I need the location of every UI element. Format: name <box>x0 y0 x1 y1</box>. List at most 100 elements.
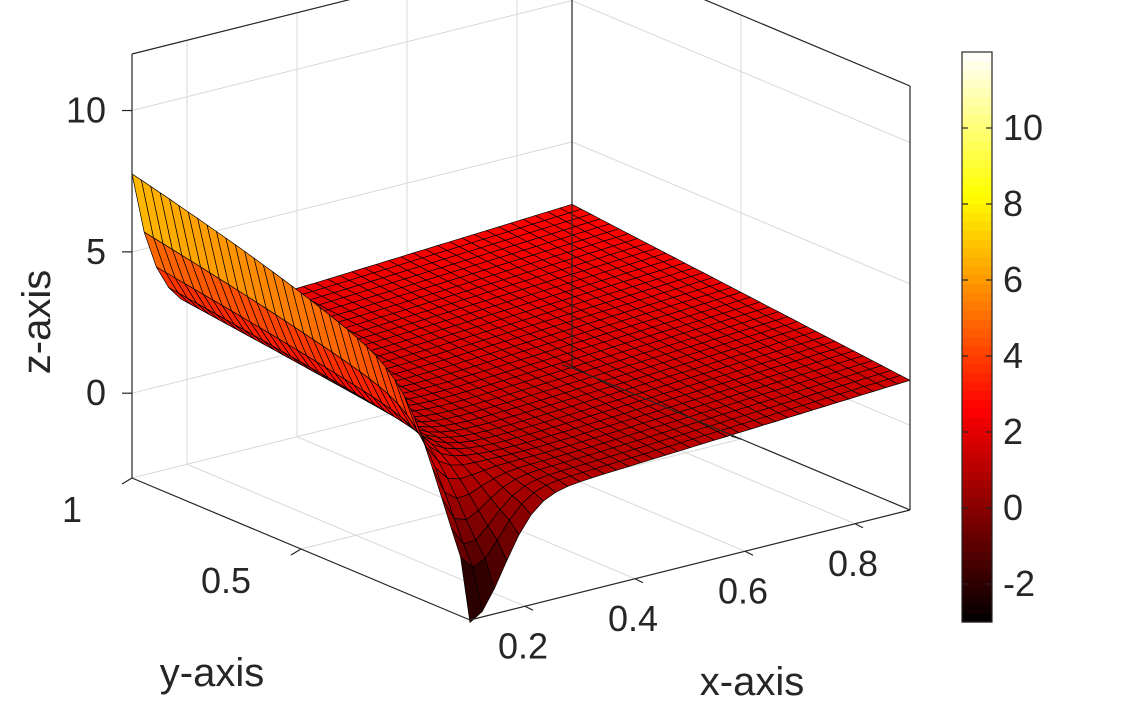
axis-line <box>131 0 351 55</box>
colorbar-segment <box>962 524 992 534</box>
colorbar-segment <box>962 301 992 311</box>
colorbar-segment <box>962 132 992 142</box>
colorbar-segment <box>962 319 992 329</box>
colorbar-segment <box>962 363 992 374</box>
colorbar-segment <box>962 426 992 436</box>
colorbar-segment <box>962 577 992 587</box>
colorbar-segment <box>962 123 992 133</box>
colorbar-segment <box>962 230 992 240</box>
surface-patch <box>460 556 483 623</box>
colorbar-frame <box>961 51 993 623</box>
surface-mesh <box>131 173 911 623</box>
colorbar-segment <box>962 105 992 115</box>
colorbar-segment <box>962 497 992 507</box>
colorbar-segment <box>962 149 992 160</box>
y-axis-label: y-axis <box>160 651 264 695</box>
colorbar-segment <box>962 310 992 320</box>
colorbar-segment <box>962 408 992 418</box>
colorbar-segment <box>962 69 992 80</box>
z-tick-label: 0 <box>86 372 106 413</box>
colorbar-segment <box>962 212 992 222</box>
colorbar-segment <box>962 434 992 445</box>
colorbar-segment <box>962 203 992 213</box>
colorbar-segment <box>962 52 992 62</box>
tick-mark <box>290 548 302 556</box>
colorbar-segment <box>962 381 992 392</box>
colorbar-segment <box>962 461 992 472</box>
x-tick-label: 0.6 <box>718 570 768 611</box>
colorbar-segment <box>962 167 992 178</box>
colorbar-tick-label: 8 <box>1003 183 1023 224</box>
colorbar-segment <box>962 488 992 498</box>
y-tick-label: 1 <box>62 489 82 530</box>
colorbar-segment <box>962 372 992 383</box>
colorbar-segment <box>962 283 992 294</box>
colorbar-segment <box>962 390 992 400</box>
tick-mark <box>524 605 534 611</box>
colorbar-tick-label: 10 <box>1003 107 1043 148</box>
colorbar-segment <box>962 256 992 267</box>
colorbar-segment <box>962 550 992 561</box>
z-axis-label: z-axis <box>15 270 59 374</box>
colorbar: -2 0 2 4 6 8 10 <box>961 51 1043 623</box>
colorbar-segment <box>962 595 992 605</box>
colorbar-segment <box>962 568 992 579</box>
colorbar-segment <box>962 114 992 124</box>
tick-mark <box>634 578 644 584</box>
colorbar-segment <box>962 239 992 249</box>
colorbar-segment <box>962 247 992 258</box>
x-tick-label: 0.8 <box>828 543 878 584</box>
x-axis-label: x-axis <box>700 660 804 704</box>
colorbar-segment <box>962 221 992 231</box>
colorbar-tick-label: 4 <box>1003 335 1023 376</box>
colorbar-segment <box>962 292 992 302</box>
x-tick-label: 0.2 <box>498 625 548 666</box>
colorbar-segment <box>962 87 992 98</box>
colorbar-segment <box>962 158 992 169</box>
colorbar-tick-label: 0 <box>1003 487 1023 528</box>
axis-line <box>469 509 911 621</box>
colorbar-segment <box>962 337 992 347</box>
colorbar-segment <box>962 185 992 196</box>
colorbar-segment <box>962 141 992 151</box>
colorbar-segment <box>962 265 992 276</box>
colorbar-segment <box>962 399 992 409</box>
colorbar-segment <box>962 541 992 552</box>
tick-mark <box>561 364 573 369</box>
colorbar-segment <box>962 194 992 205</box>
colorbar-segment <box>962 613 992 623</box>
tick-mark <box>121 477 133 485</box>
colorbar-segment <box>962 479 992 490</box>
axis-line <box>703 0 911 87</box>
tick-mark <box>730 435 742 440</box>
colorbar-segment <box>962 604 992 614</box>
colorbar-segment <box>962 60 992 71</box>
colorbar-tick-label: -2 <box>1003 563 1035 604</box>
z-tick-label: 10 <box>66 90 106 131</box>
grid-line <box>131 0 573 112</box>
colorbar-segment <box>962 176 992 187</box>
colorbar-segment <box>962 274 992 285</box>
colorbar-tick-label: 6 <box>1003 259 1023 300</box>
colorbar-segment <box>962 328 992 338</box>
tick-mark <box>854 523 864 529</box>
z-tick-label: 5 <box>86 231 106 272</box>
colorbar-segment <box>962 443 992 454</box>
x-tick-label: 0.4 <box>608 598 658 639</box>
colorbar-segment <box>962 515 992 525</box>
colorbar-segment <box>962 354 992 365</box>
colorbar-segment <box>962 470 992 481</box>
colorbar-segment <box>962 452 992 463</box>
colorbar-segment <box>962 532 992 543</box>
colorbar-segment <box>962 506 992 516</box>
colorbar-segment <box>962 417 992 427</box>
tick-mark <box>744 550 754 556</box>
colorbar-segment <box>962 78 992 89</box>
y-tick-label: 0.5 <box>201 560 251 601</box>
colorbar-segment <box>962 559 992 570</box>
colorbar-tick-label: 2 <box>1003 411 1023 452</box>
colorbar-segment <box>962 586 992 596</box>
colorbar-segment <box>962 96 992 107</box>
